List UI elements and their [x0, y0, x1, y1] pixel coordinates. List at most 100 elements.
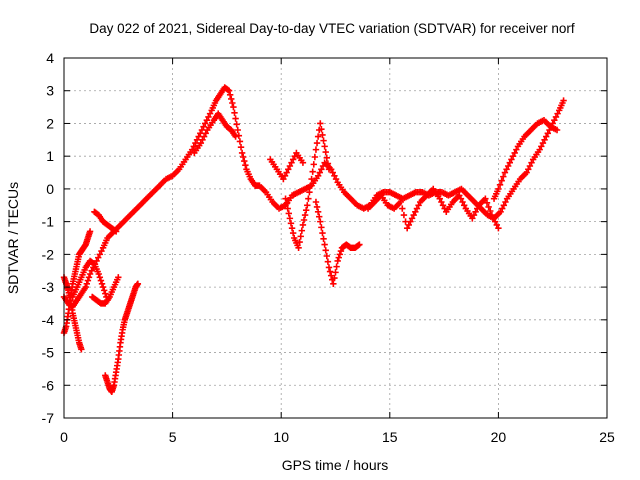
data-point: [500, 202, 508, 209]
data-point: [554, 110, 561, 117]
y-tick-label: -4: [42, 312, 55, 328]
data-point: [233, 121, 240, 128]
data-point: [188, 146, 196, 153]
data-point: [286, 162, 294, 170]
data-point: [490, 215, 497, 222]
data-point: [115, 274, 122, 281]
data-point: [318, 224, 325, 231]
data-point: [112, 228, 120, 235]
data-point: [337, 247, 345, 255]
data-point: [403, 224, 411, 232]
data-point: [410, 211, 417, 219]
data-point: [283, 169, 290, 176]
data-point: [413, 205, 421, 212]
data-point: [506, 159, 514, 166]
data-point: [560, 97, 567, 104]
data-point: [230, 103, 237, 111]
data-point: [324, 258, 332, 265]
data-point: [498, 177, 505, 184]
data-point: [503, 166, 510, 173]
data-point: [295, 244, 302, 252]
data-point: [285, 166, 292, 173]
data-point: [95, 270, 102, 278]
data-point: [460, 202, 468, 209]
data-point: [236, 138, 244, 145]
plot-frame: [63, 57, 608, 419]
data-point: [307, 182, 314, 189]
data-point: [100, 287, 108, 294]
data-point: [539, 139, 547, 147]
axes: 0 5 10 15 20 25 -7 -6 -5 -4 -3 -2 -1 0 1 2 3 4: [42, 50, 615, 445]
data-point: [203, 116, 211, 124]
data-point: [412, 208, 419, 216]
data-point: [205, 113, 212, 121]
data-point: [319, 229, 326, 237]
data-point: [190, 143, 197, 150]
data-point: [312, 146, 320, 153]
data-point: [96, 251, 104, 258]
series-noon-excursion-c: [267, 149, 307, 183]
y-tick-label: 4: [46, 50, 54, 66]
data-point: [287, 220, 295, 227]
data-point: [302, 206, 310, 214]
data-point: [317, 120, 324, 127]
data-point: [472, 208, 479, 216]
series-noon-excursion-b: [312, 198, 363, 288]
data-point: [285, 210, 293, 217]
data-point: [111, 227, 119, 234]
data-point: [83, 280, 91, 288]
data-point: [321, 143, 328, 150]
y-tick-label: 3: [46, 83, 54, 99]
data-point: [297, 233, 304, 240]
data-point: [280, 175, 287, 183]
data-point: [314, 172, 322, 180]
series-main-trend: [60, 84, 567, 310]
data-point: [321, 241, 328, 248]
data-point: [232, 115, 239, 122]
x-tick-label: 5: [169, 429, 177, 445]
data-point: [237, 143, 245, 151]
data-point: [238, 149, 246, 157]
data-point: [78, 346, 85, 353]
data-point: [231, 109, 238, 117]
data-point: [502, 198, 509, 206]
x-axis-label: GPS time / hours: [282, 457, 389, 473]
data-point: [474, 205, 481, 212]
data-point: [528, 159, 535, 166]
data-point: [195, 133, 202, 140]
data-point: [306, 188, 313, 196]
data-point: [509, 152, 517, 160]
y-tick-label: 0: [46, 181, 54, 197]
data-point: [314, 208, 322, 216]
data-point: [538, 143, 545, 150]
series-early-drop-b: [89, 274, 122, 307]
data-point: [296, 238, 303, 246]
data-point: [336, 251, 344, 258]
data-point: [200, 123, 207, 130]
data-point: [309, 168, 316, 175]
data-point: [400, 211, 408, 219]
data-point: [415, 202, 422, 209]
series-late-bump: [91, 208, 120, 235]
data-point: [299, 159, 307, 166]
series-deep-drop: [102, 280, 142, 396]
data-point: [456, 192, 463, 199]
data-point: [324, 160, 332, 167]
data-point: [90, 260, 97, 267]
data-point: [553, 126, 561, 134]
data-point: [225, 87, 233, 94]
data-point: [327, 272, 335, 279]
chart-title: Day 022 of 2021, Sidereal Day-to-day VTE…: [89, 21, 574, 36]
data-point: [88, 267, 95, 274]
data-point: [305, 195, 312, 202]
data-point: [289, 156, 297, 163]
data-point: [286, 215, 294, 222]
y-tick-label: -1: [42, 214, 55, 230]
data-point: [300, 216, 308, 224]
y-tick-label: -2: [42, 246, 55, 262]
data-point: [320, 235, 327, 243]
data-point: [289, 229, 297, 237]
data-point: [228, 95, 235, 103]
data-point: [229, 99, 236, 107]
